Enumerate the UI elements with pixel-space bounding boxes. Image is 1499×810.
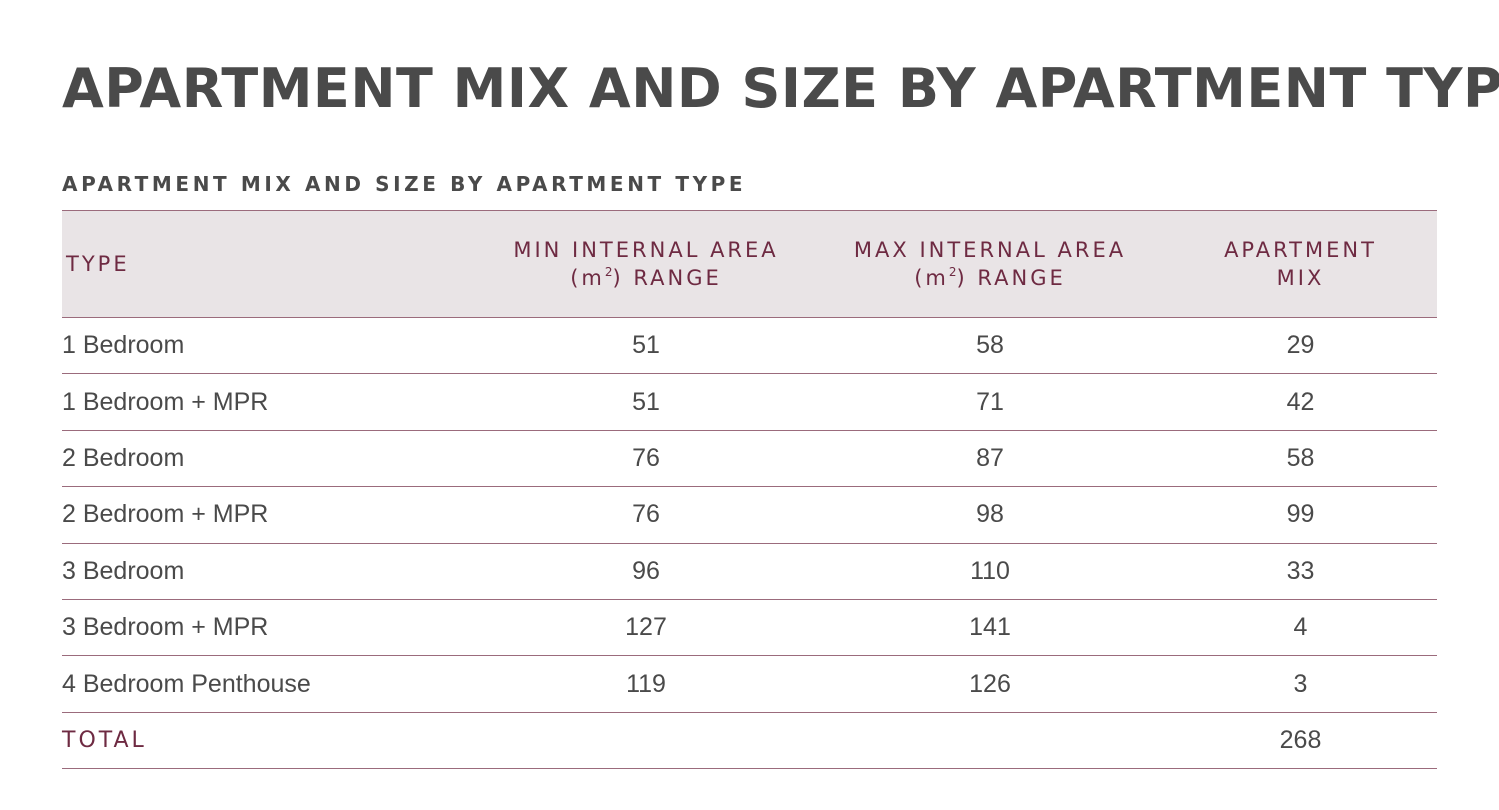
header-apartment-mix: APARTMENT MIX (1164, 210, 1437, 318)
header-min-area-line1: MIN INTERNAL AREA (513, 238, 779, 262)
total-max-area (816, 712, 1164, 770)
cell-apartment-mix: 58 (1164, 430, 1437, 488)
total-label: TOTAL (62, 712, 476, 770)
page-title: APARTMENT MIX AND SIZE BY APARTMENT TYPE (62, 57, 1499, 120)
table-header-row: TYPE MIN INTERNAL AREA (m2) RANGE MAX IN… (62, 210, 1437, 318)
table-row: 1 Bedroom 51 58 29 (62, 317, 1437, 375)
cell-apartment-mix: 42 (1164, 373, 1437, 431)
header-mix-line1: APARTMENT (1224, 238, 1377, 262)
header-min-area-line2: (m2) RANGE (476, 264, 816, 292)
table-row: 2 Bedroom 76 87 58 (62, 430, 1437, 488)
total-apartment-mix: 268 (1164, 712, 1437, 770)
cell-apartment-mix: 3 (1164, 655, 1437, 713)
cell-max-area: 141 (816, 599, 1164, 657)
cell-max-area: 98 (816, 486, 1164, 544)
header-min-area-suffix: ) RANGE (612, 266, 722, 290)
cell-type: 3 Bedroom + MPR (62, 599, 476, 657)
apartment-mix-table: TYPE MIN INTERNAL AREA (m2) RANGE MAX IN… (62, 210, 1437, 770)
total-row: TOTAL 268 (62, 712, 1437, 770)
cell-max-area: 110 (816, 543, 1164, 600)
header-type: TYPE (62, 210, 476, 318)
cell-min-area: 127 (476, 599, 816, 657)
table-row: 3 Bedroom + MPR 127 141 4 (62, 599, 1437, 657)
cell-min-area: 119 (476, 655, 816, 713)
cell-type: 2 Bedroom (62, 430, 476, 488)
cell-min-area: 96 (476, 543, 816, 600)
header-min-area-superscript: 2 (604, 265, 613, 279)
header-min-area-prefix: (m (570, 266, 605, 290)
table-header: TYPE MIN INTERNAL AREA (m2) RANGE MAX IN… (62, 210, 1437, 318)
table-row: 4 Bedroom Penthouse 119 126 3 (62, 655, 1437, 713)
cell-min-area: 51 (476, 317, 816, 375)
apartment-mix-table-container: TYPE MIN INTERNAL AREA (m2) RANGE MAX IN… (62, 210, 1437, 770)
table-row: 1 Bedroom + MPR 51 71 42 (62, 373, 1437, 431)
header-max-area-suffix: ) RANGE (956, 266, 1066, 290)
total-min-area (476, 712, 816, 770)
cell-max-area: 71 (816, 373, 1164, 431)
header-max-area-prefix: (m (914, 266, 949, 290)
header-max-area-line2: (m2) RANGE (816, 264, 1164, 292)
table-row: 2 Bedroom + MPR 76 98 99 (62, 486, 1437, 544)
cell-min-area: 76 (476, 486, 816, 544)
header-max-area-superscript: 2 (948, 265, 957, 279)
cell-max-area: 87 (816, 430, 1164, 488)
cell-apartment-mix: 99 (1164, 486, 1437, 544)
table-body: 1 Bedroom 51 58 29 1 Bedroom + MPR 51 71… (62, 317, 1437, 770)
cell-apartment-mix: 29 (1164, 317, 1437, 375)
cell-type: 4 Bedroom Penthouse (62, 655, 476, 713)
header-type-label: TYPE (66, 252, 130, 276)
table-row: 3 Bedroom 96 110 33 (62, 543, 1437, 600)
cell-min-area: 51 (476, 373, 816, 431)
table-caption: APARTMENT MIX AND SIZE BY APARTMENT TYPE (62, 172, 747, 196)
cell-max-area: 126 (816, 655, 1164, 713)
header-max-area-line1: MAX INTERNAL AREA (853, 238, 1127, 262)
cell-apartment-mix: 4 (1164, 599, 1437, 657)
cell-type: 1 Bedroom + MPR (62, 373, 476, 431)
header-mix-line2: MIX (1276, 266, 1325, 290)
cell-max-area: 58 (816, 317, 1164, 375)
cell-min-area: 76 (476, 430, 816, 488)
cell-apartment-mix: 33 (1164, 543, 1437, 600)
cell-type: 3 Bedroom (62, 543, 476, 600)
header-min-area: MIN INTERNAL AREA (m2) RANGE (476, 210, 816, 318)
header-max-area: MAX INTERNAL AREA (m2) RANGE (816, 210, 1164, 318)
cell-type: 2 Bedroom + MPR (62, 486, 476, 544)
cell-type: 1 Bedroom (62, 317, 476, 375)
